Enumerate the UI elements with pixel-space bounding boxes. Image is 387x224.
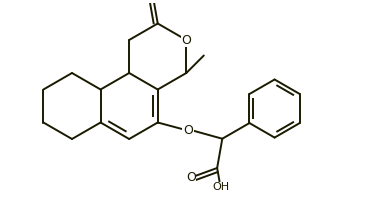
Text: O: O: [148, 0, 158, 2]
Text: O: O: [182, 34, 191, 47]
Text: O: O: [186, 171, 196, 184]
Text: OH: OH: [212, 183, 229, 192]
Text: O: O: [183, 124, 193, 137]
